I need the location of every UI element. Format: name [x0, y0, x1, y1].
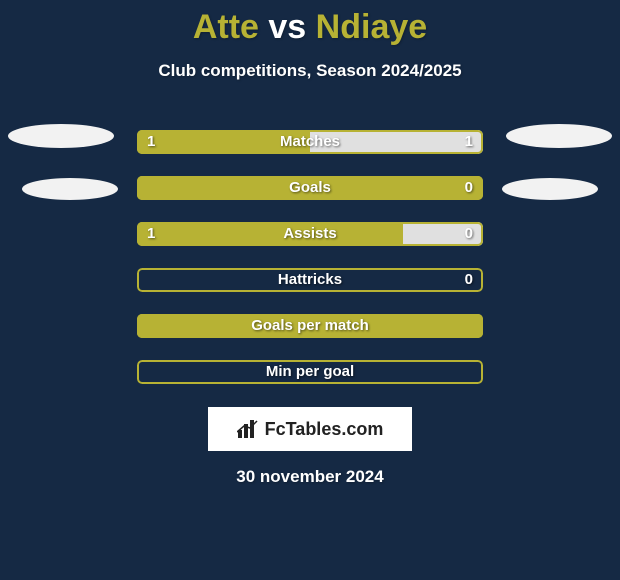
bar-segment-a [137, 130, 310, 154]
source-logo: FcTables.com [208, 407, 412, 451]
stat-label: Hattricks [137, 268, 483, 292]
bar-track: Goals0 [137, 176, 483, 200]
stat-row: Goals per match [0, 303, 620, 349]
player-b-name: Ndiaye [316, 8, 428, 46]
date-label: 30 november 2024 [0, 467, 620, 487]
stat-row: Min per goal [0, 349, 620, 395]
stat-row: Assists10 [0, 211, 620, 257]
logo-text: FcTables.com [265, 419, 384, 440]
bar-segment-a [137, 222, 403, 246]
stat-label: Min per goal [137, 360, 483, 384]
bars-icon [237, 420, 259, 438]
stat-value-b: 0 [465, 268, 473, 292]
bar-border [137, 360, 483, 384]
placeholder-ellipse [506, 124, 612, 148]
placeholder-ellipse [22, 178, 118, 200]
bar-segment-a [137, 314, 483, 338]
page-title: Atte vs Ndiaye [0, 0, 620, 47]
bar-track: Min per goal [137, 360, 483, 384]
bar-track: Goals per match [137, 314, 483, 338]
bar-border [137, 268, 483, 292]
bar-track: Hattricks0 [137, 268, 483, 292]
placeholder-ellipse [502, 178, 598, 200]
stat-row: Hattricks0 [0, 257, 620, 303]
player-a-name: Atte [193, 8, 259, 46]
bar-segment-b [310, 130, 483, 154]
bar-track: Matches11 [137, 130, 483, 154]
bar-segment-a [137, 176, 483, 200]
placeholder-ellipse [8, 124, 114, 148]
bar-track: Assists10 [137, 222, 483, 246]
comparison-card: Atte vs Ndiaye Club competitions, Season… [0, 0, 620, 580]
subtitle: Club competitions, Season 2024/2025 [0, 61, 620, 81]
bar-segment-b [403, 222, 483, 246]
title-vs: vs [268, 8, 306, 46]
stats-chart: Matches11 Goals0 Assists10 Hattricks0 Goals … [0, 119, 620, 395]
